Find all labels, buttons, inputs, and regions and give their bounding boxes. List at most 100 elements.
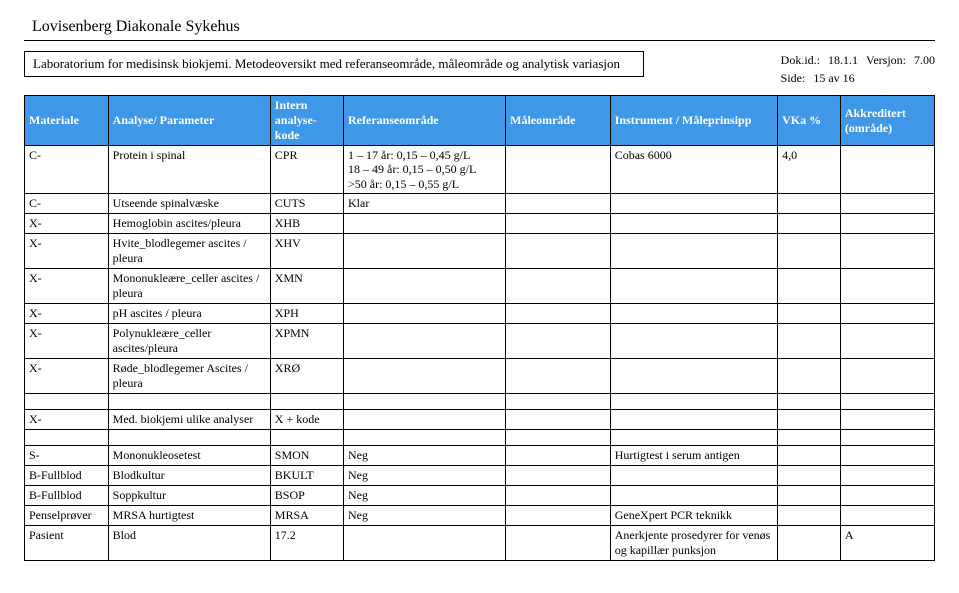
table-cell: Pasient [25,526,109,561]
table-cell [778,359,841,394]
table-cell: SMON [270,446,343,466]
table-cell: Mononukleære_celler ascites / pleura [108,269,270,304]
table-cell [344,324,506,359]
table-cell: B-Fullblod [25,466,109,486]
col-akkreditert: Akkreditert (område) [840,96,934,146]
table-cell: Utseende spinalvæske [108,194,270,214]
table-cell [506,359,611,394]
table-row: S-MononukleosetestSMONNeg Hurtigtest i se… [25,446,935,466]
table-cell [344,214,506,234]
table-cell [610,486,777,506]
table-cell [840,324,934,359]
document-meta: Dok.id.: 18.1.1 Versjon: 7.00 Side: 15 a… [781,51,935,87]
table-cell: X- [25,269,109,304]
table-row: X-Hemoglobin ascites/pleuraXHB [25,214,935,234]
table-cell: X- [25,214,109,234]
table-cell [610,304,777,324]
table-cell: XHV [270,234,343,269]
table-cell [840,269,934,304]
table-cell [344,304,506,324]
table-cell [778,486,841,506]
table-cell: Hvite_blodlegemer ascites / pleura [108,234,270,269]
table-cell: X- [25,234,109,269]
table-cell: Med. biokjemi ulike analyser [108,410,270,430]
table-cell: Neg [344,486,506,506]
table-cell: Polynukleære_celler ascites/pleura [108,324,270,359]
table-cell [506,486,611,506]
table-cell: MRSA hurtigtest [108,506,270,526]
table-cell: X- [25,359,109,394]
table-cell [344,410,506,430]
side-label: Side: [781,69,806,87]
table-cell [778,506,841,526]
table-cell: Mononukleosetest [108,446,270,466]
table-cell: Røde_blodlegemer Ascites / pleura [108,359,270,394]
table-cell: MRSA [270,506,343,526]
table-cell [840,304,934,324]
table-cell: CPR [270,146,343,194]
table-row: C-Protein i spinalCPR1 – 17 år: 0,15 – 0… [25,146,935,194]
table-cell [840,446,934,466]
table-header-row: Materiale Analyse/ Parameter Intern anal… [25,96,935,146]
doc-block: Laboratorium for medisinsk biokjemi. Met… [24,51,935,77]
table-cell: XPH [270,304,343,324]
table-row: X-Mononukleære_celler ascites / pleuraXM… [25,269,935,304]
table-cell: C- [25,194,109,214]
table-cell: CUTS [270,194,343,214]
table-cell [778,410,841,430]
table-cell: Neg [344,446,506,466]
table-cell [344,359,506,394]
table-cell: A [840,526,934,561]
table-row: C-Utseende spinalvæskeCUTSKlar [25,194,935,214]
document-title: Laboratorium for medisinsk biokjemi. Met… [24,51,644,77]
table-cell: 1 – 17 år: 0,15 – 0,45 g/L18 – 49 år: 0,… [344,146,506,194]
table-cell: XPMN [270,324,343,359]
table-cell: Anerkjente prosedyrer for venøs og kapil… [610,526,777,561]
table-cell: pH ascites / pleura [108,304,270,324]
table-cell: XHB [270,214,343,234]
version-label: Versjon: [866,51,906,69]
table-cell: Hurtigtest i serum antigen [610,446,777,466]
table-cell: Hemoglobin ascites/pleura [108,214,270,234]
page-header: Lovisenberg Diakonale Sykehus Laboratori… [24,18,935,77]
table-row: B-FullblodBlodkulturBKULTNeg [25,466,935,486]
table-cell: Klar [344,194,506,214]
spacer-row [25,430,935,446]
table-cell: Neg [344,466,506,486]
table-cell: X + kode [270,410,343,430]
spacer-row [25,394,935,410]
table-cell [840,194,934,214]
table-cell [610,214,777,234]
table-cell: GeneXpert PCR teknikk [610,506,777,526]
hospital-name: Lovisenberg Diakonale Sykehus [24,18,935,41]
table-cell: Blod [108,526,270,561]
table-cell: B-Fullblod [25,486,109,506]
table-cell [506,324,611,359]
table-cell: S- [25,446,109,466]
table-cell [506,526,611,561]
table-row: X-pH ascites / pleuraXPH [25,304,935,324]
table-cell: Protein i spinal [108,146,270,194]
table-cell [840,234,934,269]
col-vka: VKa % [778,96,841,146]
table-cell [610,359,777,394]
table-cell [506,466,611,486]
table-cell: Soppkultur [108,486,270,506]
table-cell [506,214,611,234]
table-cell [610,324,777,359]
table-cell [778,234,841,269]
table-cell [778,194,841,214]
table-cell: BKULT [270,466,343,486]
table-cell: X- [25,304,109,324]
table-row: X-Polynukleære_celler ascites/pleuraXPMN [25,324,935,359]
table-cell [778,304,841,324]
table-row: X-Hvite_blodlegemer ascites / pleuraXHV [25,234,935,269]
table-cell [344,526,506,561]
table-cell [506,194,611,214]
table-cell [344,234,506,269]
col-instrument: Instrument / Måleprinsipp [610,96,777,146]
table-row: PenselprøverMRSA hurtigtestMRSANegGeneXp… [25,506,935,526]
table-cell [506,506,611,526]
table-cell [778,269,841,304]
table-cell: XMN [270,269,343,304]
